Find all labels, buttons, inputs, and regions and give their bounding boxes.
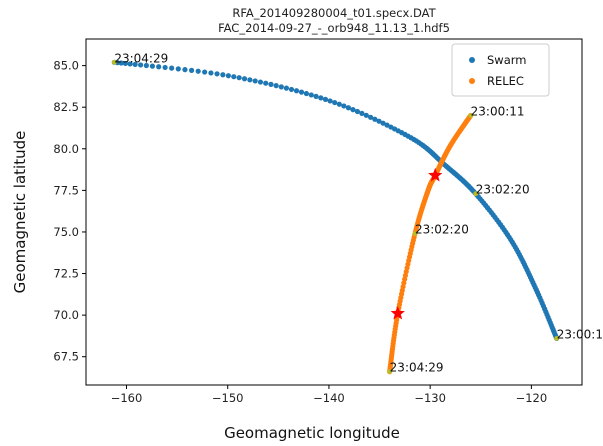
data-point [241, 76, 248, 82]
data-point [278, 84, 284, 90]
endpoint-marker [412, 231, 418, 237]
endpoint-marker [554, 336, 560, 341]
y-axis-label: Geomagnetic latitude [11, 131, 29, 294]
data-point [118, 60, 124, 66]
data-point [322, 96, 329, 102]
data-point [202, 69, 208, 75]
data-point [138, 62, 144, 68]
series-swarm [111, 59, 560, 342]
data-point [345, 105, 352, 111]
data-point [236, 75, 242, 81]
data-point [368, 114, 374, 120]
x-tick-label: −150 [212, 391, 244, 405]
data-point [336, 101, 342, 107]
data-point [127, 61, 133, 67]
data-point [268, 81, 274, 87]
data-point [359, 110, 365, 116]
chart-title-line-1: RFA_201409280004_t01.specx.DAT [232, 6, 436, 20]
data-point [308, 92, 314, 98]
star-marker [390, 305, 405, 320]
data-point [214, 71, 220, 77]
time-annotation: 23:04:29 [390, 361, 444, 375]
y-tick-label: 72.5 [53, 267, 79, 281]
data-point [122, 60, 128, 67]
data-point [384, 122, 390, 128]
axis-ticks: −160 −150 −140 −130 −120 67.5 70.0 72.5 75.0 77.5… [53, 59, 547, 405]
data-point [332, 99, 338, 106]
data-point [273, 83, 279, 89]
data-point [189, 67, 195, 73]
x-tick-label: −120 [516, 391, 548, 405]
y-tick-label: 82.5 [53, 100, 79, 114]
star-marker [428, 167, 443, 182]
data-point [208, 70, 214, 76]
endpoint-marker [111, 59, 117, 65]
data-point [283, 85, 290, 91]
legend-box [451, 43, 550, 97]
endpoint-marker [387, 369, 393, 375]
data-point [143, 62, 149, 69]
data-point [288, 86, 295, 93]
y-tick-label: 80.0 [53, 142, 79, 156]
data-point [376, 118, 382, 124]
data-point [303, 90, 310, 97]
data-point [293, 88, 300, 94]
legend-swarm-marker [469, 57, 475, 63]
data-point [350, 107, 356, 113]
legend: Swarm RELEC [451, 43, 550, 97]
data-point [175, 66, 181, 72]
plot-frame [85, 38, 583, 386]
time-annotation: 23:00:11 [471, 105, 525, 119]
y-tick-label: 67.5 [53, 350, 79, 364]
data-point [263, 80, 269, 86]
data-point [220, 72, 226, 78]
data-point [225, 73, 231, 79]
time-annotations: 23:04:29 23:00:11 23:02:20 23:02:20 23:00:11… [114, 51, 603, 374]
data-point [132, 61, 138, 68]
data-point [363, 112, 369, 118]
y-tick-label: 70.0 [53, 308, 79, 322]
data-point [169, 65, 175, 71]
data-point [247, 77, 253, 83]
data-point [195, 68, 201, 74]
data-point [231, 74, 237, 80]
data-point [313, 93, 319, 99]
time-annotation: 23:02:20 [415, 223, 469, 237]
data-point [149, 63, 156, 69]
endpoint-markers [111, 59, 560, 375]
y-tick-label: 77.5 [53, 183, 79, 197]
data-point [354, 108, 361, 115]
plot-area [111, 59, 560, 375]
data-point [318, 95, 324, 101]
y-tick-label: 75.0 [53, 225, 79, 239]
data-point [341, 103, 347, 109]
legend-relec-marker [469, 78, 475, 84]
data-point [257, 79, 264, 85]
time-annotation: 23:00:11 [557, 327, 603, 341]
star-markers [390, 167, 443, 320]
time-annotation: 23:04:29 [114, 51, 168, 65]
legend-relec-label: RELEC [487, 74, 524, 88]
endpoint-marker [468, 113, 474, 118]
data-point [162, 64, 168, 71]
x-axis-label: Geomagnetic longitude [224, 424, 400, 442]
endpoint-marker [473, 191, 479, 197]
data-point [182, 67, 188, 73]
data-point [380, 120, 386, 126]
data-point [156, 64, 162, 70]
legend-swarm-label: Swarm [487, 53, 526, 67]
data-point [372, 116, 378, 122]
data-point [252, 78, 258, 84]
chart-title-line-2: FAC_2014-09-27_-_orb948_11.13_1.hdf5 [218, 21, 450, 35]
x-tick-label: −130 [414, 391, 446, 405]
y-tick-label: 85.0 [53, 59, 79, 73]
data-point [327, 98, 333, 104]
time-annotation: 23:02:20 [476, 183, 530, 197]
data-point [298, 89, 305, 95]
x-tick-label: −140 [313, 391, 345, 405]
x-tick-label: −160 [111, 391, 143, 405]
